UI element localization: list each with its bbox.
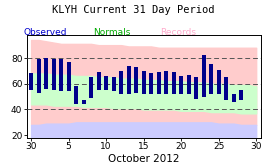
Bar bbox=[172, 72, 176, 94]
Bar bbox=[36, 59, 41, 93]
Bar bbox=[66, 62, 71, 91]
X-axis label: October 2012: October 2012 bbox=[108, 154, 179, 164]
Bar bbox=[142, 71, 146, 94]
Bar bbox=[232, 94, 236, 102]
Text: Records: Records bbox=[160, 28, 196, 37]
Bar bbox=[52, 59, 56, 90]
Bar bbox=[224, 77, 228, 100]
Bar bbox=[104, 76, 108, 90]
Bar bbox=[134, 67, 138, 93]
Bar bbox=[179, 76, 183, 94]
Bar bbox=[186, 75, 191, 94]
Bar bbox=[157, 72, 161, 94]
Bar bbox=[164, 71, 168, 94]
Bar bbox=[217, 70, 221, 94]
Bar bbox=[44, 58, 48, 89]
Bar bbox=[89, 77, 93, 98]
Text: Normals: Normals bbox=[93, 28, 130, 37]
Bar bbox=[74, 86, 78, 104]
Bar bbox=[59, 59, 63, 91]
Bar bbox=[119, 71, 123, 94]
Bar bbox=[82, 100, 86, 104]
Bar bbox=[29, 73, 33, 90]
Bar bbox=[239, 90, 243, 100]
Text: KLYH Current 31 Day Period: KLYH Current 31 Day Period bbox=[52, 5, 214, 15]
Bar bbox=[202, 55, 206, 97]
Text: Observed: Observed bbox=[23, 28, 67, 37]
Bar bbox=[149, 73, 153, 94]
Bar bbox=[209, 64, 213, 94]
Bar bbox=[194, 77, 198, 99]
Bar bbox=[97, 72, 101, 90]
Bar bbox=[127, 66, 131, 94]
Bar bbox=[111, 77, 116, 91]
